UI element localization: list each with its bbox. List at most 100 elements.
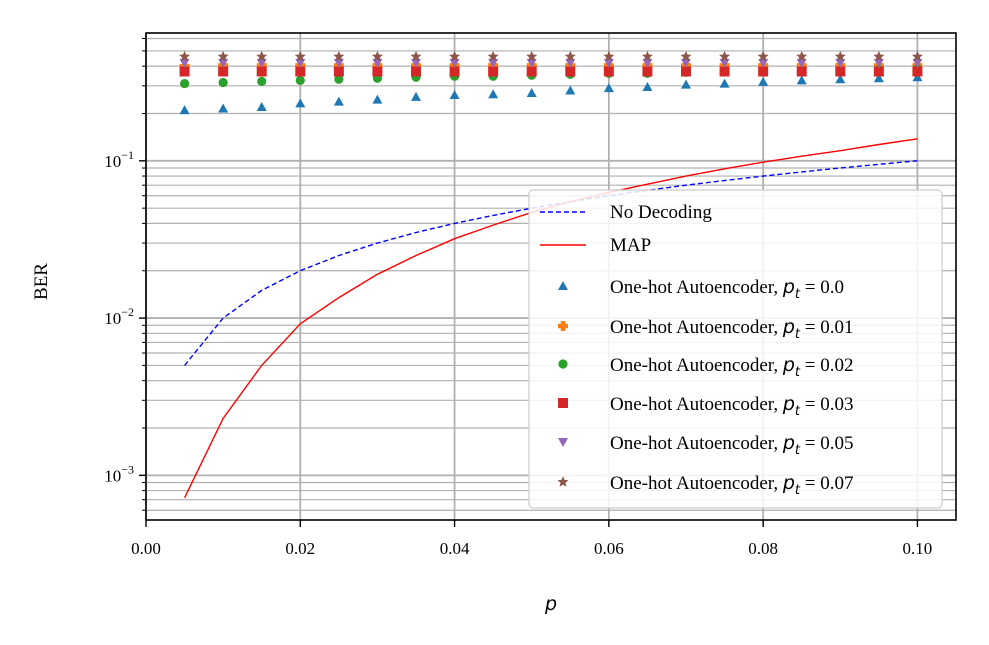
y-tick-label: 10−3 (104, 462, 134, 485)
x-tick-label: 0.04 (440, 539, 470, 558)
series-5-point (487, 50, 499, 62)
legend-marker (558, 438, 568, 447)
x-tick-label: 0.10 (903, 539, 933, 558)
series-5-point (564, 50, 576, 62)
x-axis-label: p (544, 593, 557, 615)
series-4-point (218, 58, 229, 68)
series-4-point (603, 58, 614, 68)
legend-marker (557, 476, 569, 487)
legend-label: MAP (610, 235, 651, 256)
x-tick-label: 0.00 (131, 539, 161, 558)
series-4-point (411, 58, 421, 68)
series-0-point (256, 101, 267, 111)
series-0-point (758, 76, 769, 86)
series-5-point (873, 50, 885, 62)
series-3-point (603, 66, 614, 77)
series-4-point (642, 58, 653, 68)
series-0-point (372, 94, 383, 104)
series-3-point (642, 66, 653, 77)
series-0-point (835, 74, 846, 84)
series-2-point (295, 75, 305, 85)
series-4-point (526, 58, 537, 68)
series-3-point (873, 66, 884, 77)
series-4-point (449, 58, 460, 68)
y-tick-label: 10−2 (104, 305, 134, 328)
series-0-point (603, 83, 614, 93)
series-5-point (410, 50, 422, 62)
y-axis-ticks: 10−1 10−2 10−3 (104, 37, 146, 511)
series-3-point (256, 66, 267, 77)
series-0-point (873, 73, 884, 83)
series-3-point (333, 66, 344, 77)
series-2-point (218, 77, 228, 88)
series-3-point (372, 66, 383, 77)
series-2-point (334, 74, 344, 84)
series-3-point (526, 66, 537, 77)
series-5-point (179, 50, 191, 62)
series-5-point (217, 50, 229, 62)
series-5-point (911, 50, 923, 62)
series-0-point (719, 78, 730, 88)
legend-marker (558, 281, 568, 290)
series-0-point (179, 105, 190, 115)
series-4-point (179, 58, 190, 68)
legend-label: One-hot Autoencoder, pt = 0.05 (610, 432, 853, 458)
series-5-point (294, 50, 306, 62)
series-3-point (719, 66, 730, 77)
legend-label: One-hot Autoencoder, pt = 0.02 (610, 354, 853, 380)
legend-box (528, 189, 943, 509)
legend-marker (558, 321, 568, 331)
series-0-point (681, 79, 691, 89)
series-5-point (834, 50, 846, 62)
series-3-point (449, 66, 460, 77)
series-0-point (333, 96, 344, 106)
series-4-point (333, 58, 344, 68)
series-4-point (565, 58, 576, 68)
series-3-point (835, 66, 846, 77)
series-5-point (526, 50, 538, 62)
series-3-point (681, 66, 691, 77)
legend: No Decoding MAP One-hot Autoencoder, pt = … (528, 189, 943, 509)
series-0-point (526, 88, 537, 98)
series-0-point (449, 90, 460, 100)
series-3-point (488, 66, 499, 77)
legend-label: One-hot Autoencoder, pt = 0.03 (610, 393, 853, 419)
series-0-point (565, 85, 576, 95)
marker-series (179, 50, 923, 115)
series-4-point (912, 58, 923, 68)
series-3-point (565, 66, 576, 77)
series-3-point (179, 66, 190, 77)
legend-label: One-hot Autoencoder, pt = 0.07 (610, 472, 853, 498)
series-5-point (256, 50, 268, 62)
legend-marker (558, 398, 568, 408)
series-2-point (257, 76, 267, 86)
series-5-point (371, 50, 383, 62)
series-0-point (411, 91, 421, 101)
series-0-point (295, 98, 306, 108)
series-5-point (333, 50, 345, 62)
series-4-point (835, 58, 846, 68)
series-4-point (758, 58, 769, 68)
series-2-point (179, 78, 190, 89)
series-3-point (912, 66, 923, 77)
series-5-point (719, 50, 731, 62)
x-tick-label: 0.02 (285, 539, 315, 558)
series-4-point (295, 58, 306, 68)
series-3-point (218, 66, 229, 77)
series-4-point (681, 58, 691, 68)
series-3-point (411, 66, 421, 77)
y-tick-label: 10−1 (104, 148, 134, 171)
series-5-point (641, 50, 653, 62)
series-4-point (873, 58, 884, 68)
x-tick-label: 0.06 (594, 539, 624, 558)
series-0-point (912, 72, 923, 82)
x-axis-ticks: 0.00 0.02 0.04 0.06 0.08 0.10 (131, 520, 932, 558)
legend-label: No Decoding (610, 202, 712, 223)
series-0-point (642, 81, 653, 91)
x-tick-label: 0.08 (748, 539, 778, 558)
series-4-point (256, 58, 267, 68)
series-3-point (758, 66, 769, 77)
series-5-point (796, 50, 808, 62)
series-0-point (218, 103, 229, 113)
